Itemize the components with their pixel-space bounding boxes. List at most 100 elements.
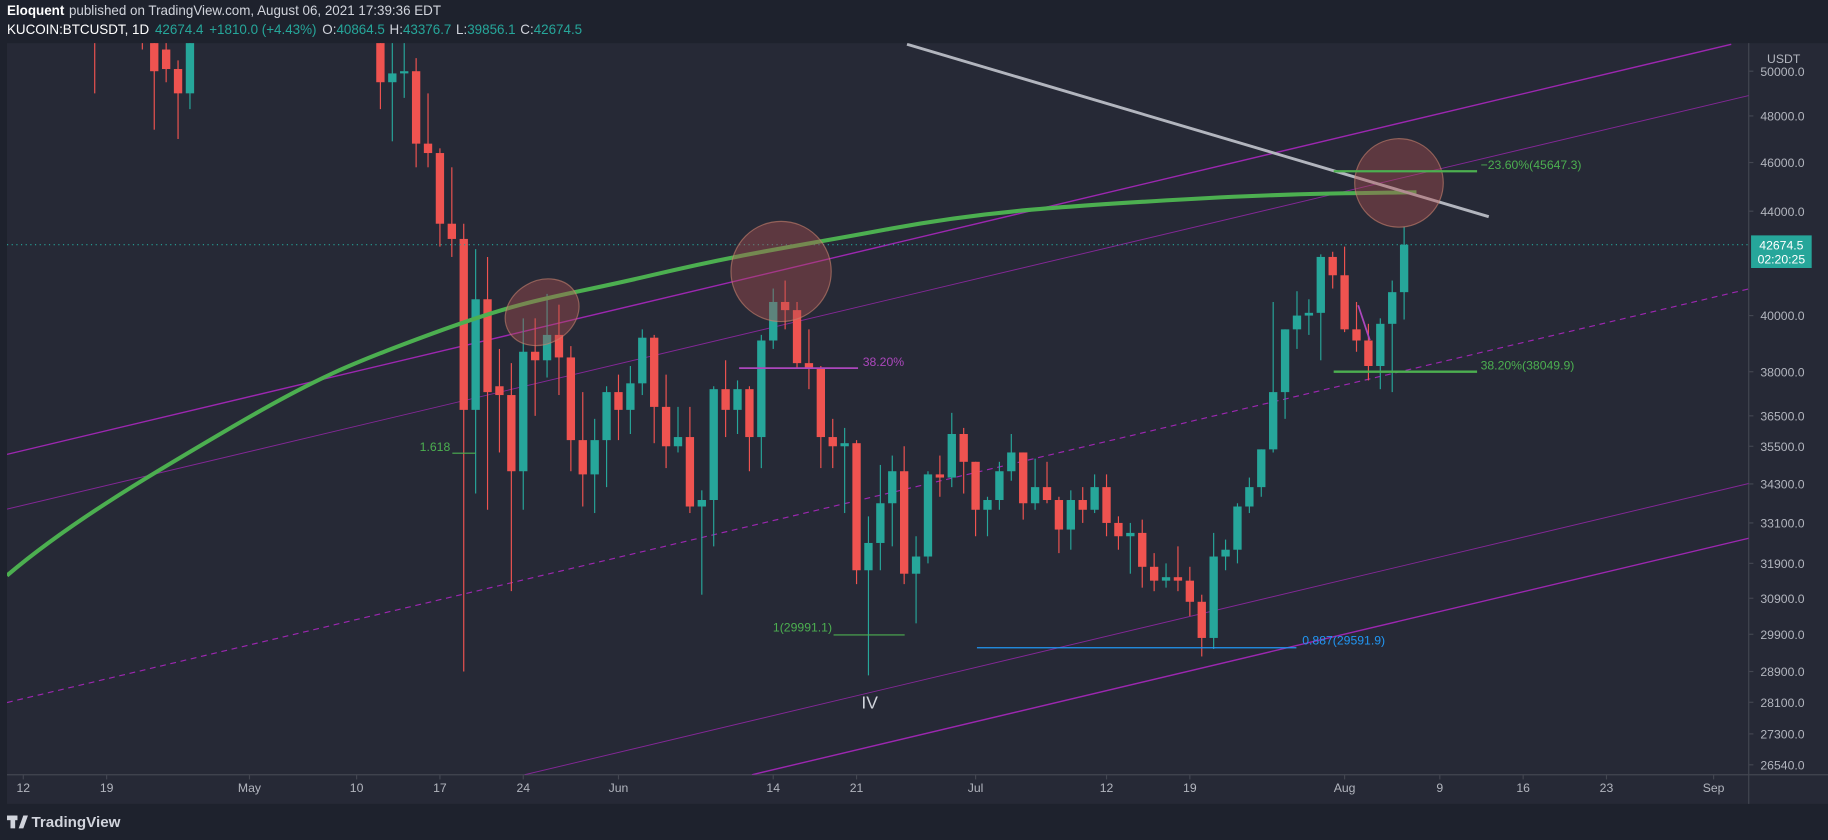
y-tick-label: 26540.0 [1760,758,1804,772]
candle-body [876,503,885,543]
candle-body [1340,275,1349,330]
channel-line [6,43,1732,456]
candle-body [626,383,635,410]
candle-body [423,143,433,154]
candle-body [1292,315,1302,330]
moving-average [6,190,1417,578]
fib-label: −23.60%(45647.3) [1481,158,1582,172]
candle-body [840,443,849,447]
x-tick-label: 17 [433,781,447,795]
logo-part [10,815,16,829]
x-tick-label: 21 [850,781,864,795]
candle-body [1352,329,1361,341]
y-tick-label: 50000.0 [1760,65,1804,79]
candle-body [1197,601,1206,638]
highlight-circle [504,278,580,347]
y-tick-label: 33100.0 [1760,517,1804,531]
candle-body [1102,487,1111,523]
high-key: H: [390,22,403,37]
candle-body [1399,244,1409,293]
candle-body [447,223,456,239]
y-tick-label: 46000.0 [1760,156,1804,170]
x-tick-label: 23 [1600,781,1614,795]
candle-body [530,351,540,361]
x-tick-label: Sep [1703,781,1725,795]
y-tick-label: 28900.0 [1760,665,1804,679]
candle-body [900,471,909,574]
candle-body [721,389,730,410]
close-value: 42674.5 [534,22,582,37]
candle-body [1388,292,1397,324]
candle-body [697,500,706,507]
candle-body [1007,452,1016,472]
candle-body [1019,452,1028,504]
x-tick-label: 14 [766,781,780,795]
candle-body [650,337,659,407]
candle-body [1257,449,1266,488]
candle-body [1364,340,1373,366]
logo-part [18,815,28,829]
fib-label: 1.618 [420,440,451,454]
trendline [906,43,1490,219]
x-tick-label: Jun [609,781,629,795]
open-key: O: [322,22,336,37]
candle-body [150,43,159,72]
channel-line [524,483,1749,775]
axes: 50000.0 48000.0 46000.0 44000.0 40000.0 38000… [17,65,1812,795]
candle-body [804,363,814,369]
candle-body [554,334,564,358]
candle-body [1078,500,1087,510]
candle-body [1030,487,1040,504]
candle-body [602,392,611,441]
candle-body [376,43,385,83]
candle-body [173,69,183,94]
candle-body [947,434,956,478]
change: +1810.0 (+4.43%) [209,22,316,37]
candle-body [542,334,552,361]
candle-body [388,73,397,83]
candle-body [852,443,861,571]
candle-body [411,71,421,144]
candle-body [161,49,171,70]
y-tick-label: 34300.0 [1760,478,1804,492]
x-tick-label: 12 [17,781,31,795]
candle-body [685,437,695,507]
candle-body [888,471,897,504]
y-tick-label: 48000.0 [1760,110,1804,124]
candle-body [983,500,992,510]
last-price: 42674.4 [155,22,204,37]
candle-body [673,437,683,447]
x-tick-label: May [238,781,262,795]
candle-body [935,474,945,478]
y-tick-label: 27300.0 [1760,728,1804,742]
candle-body [1138,532,1147,567]
y-tick-label: 31900.0 [1760,557,1804,571]
candle-body [1269,392,1278,450]
highlight-circle [730,220,832,323]
candle-body [1114,522,1123,537]
candle-body [1376,323,1385,366]
candle-body [1161,577,1171,581]
candle-body [1054,500,1064,530]
candle-body [709,389,718,501]
x-tick-label: 16 [1516,781,1530,795]
fib-label: 38.20%(38049.9) [1481,358,1575,372]
fib-label: 38.20% [863,355,905,369]
candle-body [578,440,587,475]
fib-label: 0.887(29591.9) [1302,633,1385,647]
drawings-back [6,43,1749,775]
candle-body [638,337,647,384]
brand: TradingView [31,814,120,831]
candle-body [745,389,754,438]
candle-body [185,43,195,94]
channel-line [751,537,1749,775]
candle-body [435,153,445,224]
candle-body [780,301,790,311]
y-tick-label: 44000.0 [1760,205,1804,219]
y-axis-label: USDT [1767,52,1801,66]
candle-body [495,386,504,396]
candle-body [959,434,968,462]
candle-body [507,395,516,472]
y-tick-label: 30900.0 [1760,592,1804,606]
